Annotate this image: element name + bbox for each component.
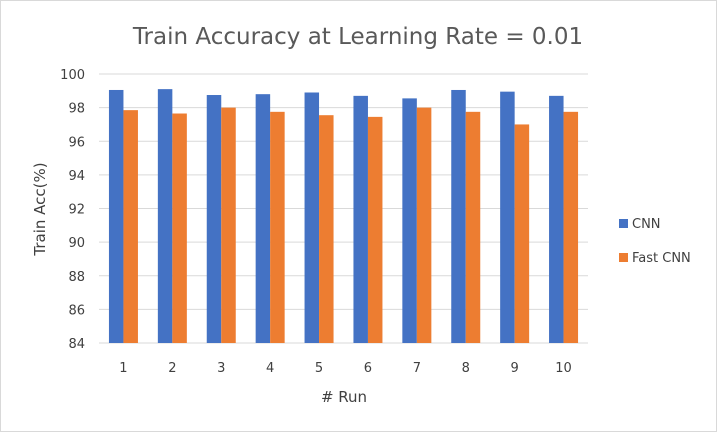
x-tick-label: 9 — [511, 361, 519, 376]
y-axis-label: Train Acc(%) — [31, 162, 49, 256]
bar-cnn-run-3 — [206, 95, 222, 343]
bar-cnn-run-7 — [402, 98, 417, 343]
x-tick-label: 8 — [462, 361, 470, 376]
legend-swatch — [619, 253, 628, 262]
bar-cnn-run-6 — [353, 95, 368, 343]
bar-fast-cnn-run-10 — [563, 111, 579, 343]
bar-cnn-run-5 — [304, 92, 320, 344]
y-tick-label: 100 — [60, 68, 85, 83]
bar-fast-cnn-run-2 — [172, 113, 187, 344]
bar-fast-cnn-run-4 — [270, 111, 285, 343]
legend-label: CNN — [632, 217, 661, 232]
bar-fast-cnn-run-8 — [465, 111, 481, 343]
bar-cnn-run-10 — [549, 95, 564, 343]
bar-fast-cnn-run-7 — [416, 107, 432, 343]
legend-swatch — [619, 219, 628, 228]
x-tick-label: 7 — [413, 361, 421, 376]
bar-cnn-run-1 — [108, 89, 124, 343]
bar-fast-cnn-run-5 — [319, 115, 334, 343]
x-tick-label: 4 — [266, 361, 274, 376]
y-tick-label: 86 — [68, 303, 85, 318]
x-tick-label: 3 — [217, 361, 225, 376]
y-tick-label: 96 — [68, 135, 85, 150]
x-tick-labels: 1 2 3 4 5 6 7 8 9 10 — [119, 361, 572, 376]
bar-fast-cnn-run-9 — [514, 124, 530, 343]
bar-cnn-run-8 — [451, 89, 466, 343]
y-tick-labels: 84 86 88 90 92 94 96 98 100 — [60, 68, 85, 352]
bars — [108, 89, 579, 344]
x-tick-label: 1 — [119, 361, 127, 376]
x-tick-label: 5 — [315, 361, 323, 376]
y-tick-label: 84 — [68, 337, 85, 352]
y-tick-label: 94 — [68, 169, 85, 184]
legend: CNN Fast CNN — [619, 217, 691, 266]
bar-cnn-run-4 — [255, 94, 271, 343]
y-tick-label: 90 — [68, 236, 85, 251]
bar-cnn-run-2 — [157, 89, 173, 343]
x-tick-label: 2 — [168, 361, 176, 376]
bar-fast-cnn-run-3 — [221, 107, 236, 343]
chart-title: Train Accuracy at Learning Rate = 0.01 — [132, 24, 583, 50]
y-tick-label: 92 — [68, 203, 85, 218]
x-tick-label: 10 — [555, 361, 572, 376]
bar-fast-cnn-run-1 — [123, 110, 138, 343]
bar-cnn-run-9 — [500, 91, 515, 343]
x-tick-label: 6 — [364, 361, 372, 376]
y-tick-label: 88 — [68, 270, 85, 285]
bar-fast-cnn-run-6 — [367, 116, 383, 343]
y-tick-label: 98 — [68, 102, 85, 117]
legend-label: Fast CNN — [632, 251, 691, 266]
x-axis-label: # Run — [321, 388, 367, 406]
